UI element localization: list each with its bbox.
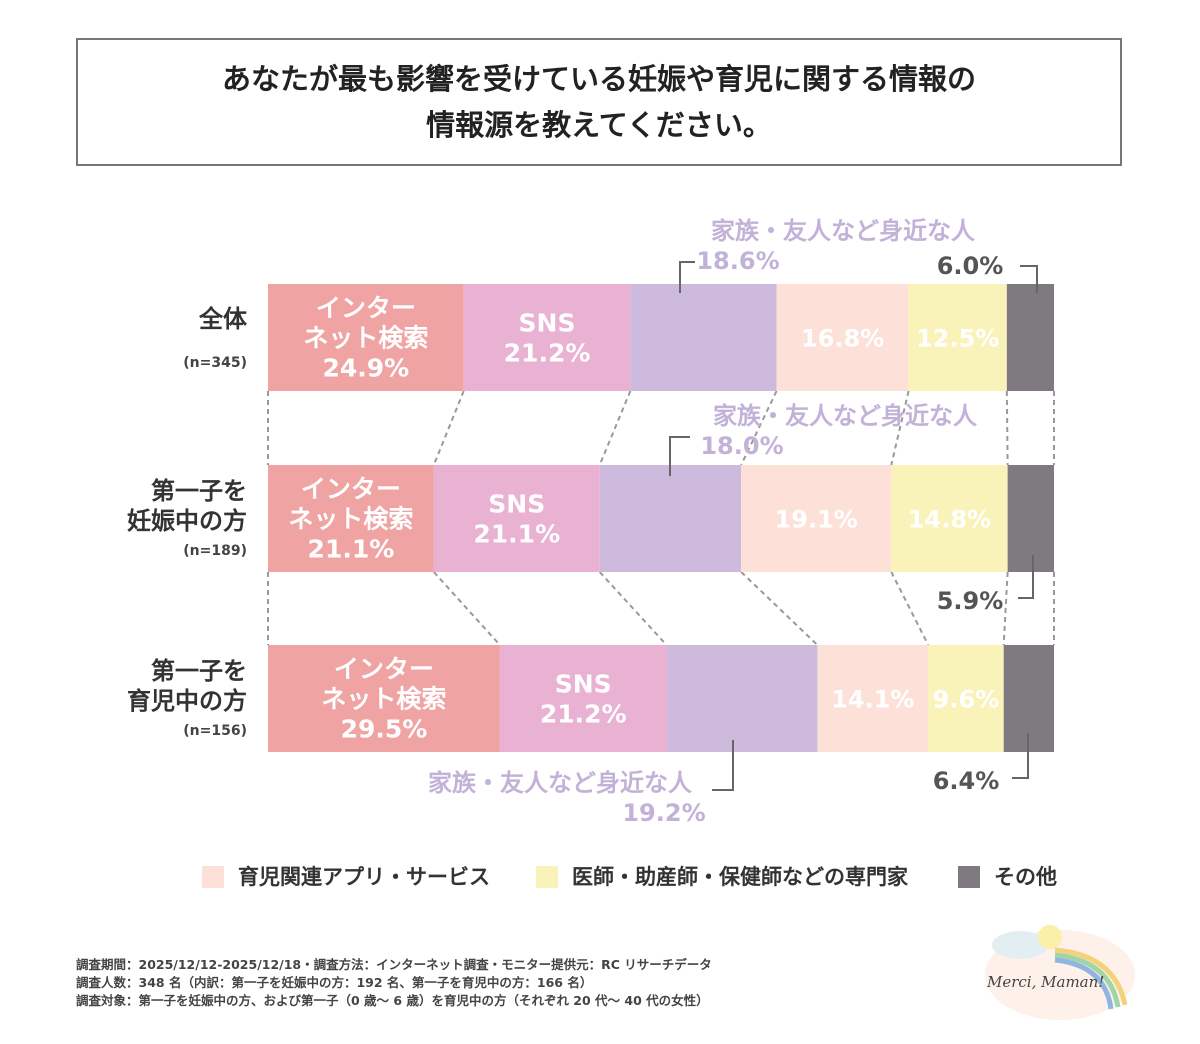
- bar-segment: [630, 284, 777, 391]
- title-line-2: 情報源を教えてください。: [426, 108, 772, 142]
- bar-segment: [268, 465, 434, 572]
- value-label: 16.8%: [801, 325, 884, 353]
- legend-label: 育児関連アプリ・サービス: [238, 865, 490, 889]
- segment-label: SNS: [519, 309, 576, 338]
- connector-line: [890, 390, 910, 466]
- legend-swatch: [202, 866, 224, 888]
- callout-line: [1020, 265, 1038, 293]
- survey-period: 調査期間：2025/12/12-2025/12/18・調査方法：インターネット調…: [76, 957, 712, 972]
- value-label: 14.1%: [831, 686, 914, 714]
- survey-target: 調査対象：第一子を妊娠中の方、および第一子（0 歳～ 6 歳）を育児中の方（それ…: [76, 993, 709, 1008]
- connector-line: [890, 571, 930, 646]
- connector-line: [433, 571, 501, 646]
- row-label: 第一子を: [151, 477, 247, 505]
- callout-line: [669, 436, 690, 476]
- value-label: 5.9%: [937, 587, 1004, 615]
- bar-segment: [499, 645, 667, 752]
- connector-line: [1002, 571, 1009, 646]
- bar-segment: [1006, 284, 1054, 391]
- connector-line: [598, 390, 632, 466]
- row-label: 妊娠中の方: [127, 507, 247, 535]
- value-label: 24.9%: [322, 354, 409, 383]
- connector-line: [432, 390, 465, 466]
- value-label: 18.6%: [696, 247, 779, 275]
- segment-label: SNS: [555, 670, 612, 699]
- row-label: 全体: [198, 305, 248, 333]
- bar-segment: [599, 465, 742, 572]
- row-n-label: (n=189): [183, 543, 247, 559]
- callout-line: [679, 261, 695, 293]
- value-label: 18.0%: [700, 432, 783, 460]
- value-label: 19.1%: [775, 506, 858, 534]
- connector-line: [740, 571, 819, 646]
- value-label: 21.1%: [308, 535, 395, 564]
- bar-segment: [463, 284, 631, 391]
- callout-line: [712, 740, 734, 791]
- legend-label: その他: [994, 865, 1057, 889]
- svg-text:Merci, Maman!: Merci, Maman!: [986, 973, 1104, 991]
- value-label: 29.5%: [341, 715, 428, 744]
- bar-segment: [433, 465, 600, 572]
- bar-segment: [776, 284, 909, 391]
- callout-category-label: 家族・友人など身近な人: [713, 402, 977, 430]
- bar-segment: [928, 645, 1004, 752]
- bar-segment: [817, 645, 929, 752]
- row-label: 育児中の方: [127, 687, 247, 715]
- segment-label: ネット検索: [288, 505, 413, 534]
- bar-segment: [891, 465, 1008, 572]
- callout-category-label: 家族・友人など身近な人: [711, 217, 975, 245]
- survey-count: 調査人数：348 名（内訳：第一子を妊娠中の方：192 名、第一子を育児中の方：…: [76, 975, 593, 990]
- value-label: 21.2%: [540, 700, 627, 729]
- segment-label: ネット検索: [321, 685, 446, 714]
- row-n-label: (n=345): [183, 355, 247, 371]
- value-label: 6.4%: [933, 767, 1000, 795]
- segment-label: インター: [316, 294, 416, 323]
- connector-line: [598, 571, 668, 646]
- legend-swatch: [958, 866, 980, 888]
- legend-label: 医師・助産師・保健師などの専門家: [572, 865, 909, 889]
- bar-segment: [666, 645, 818, 752]
- survey-notes: 調査期間：2025/12/12-2025/12/18・調査方法：インターネット調…: [76, 956, 712, 1010]
- title-line-1: あなたが最も影響を受けている妊娠や育児に関する情報の: [221, 62, 976, 96]
- connector-line: [740, 390, 778, 466]
- legend-swatch: [536, 866, 558, 888]
- value-label: 12.5%: [916, 325, 999, 353]
- segment-label: インター: [334, 655, 434, 684]
- bar-segment: [741, 465, 892, 572]
- value-label: 21.2%: [504, 339, 591, 368]
- bar-segment: [1007, 465, 1054, 572]
- bar-segment: [908, 284, 1007, 391]
- bar-segment: [268, 284, 464, 391]
- segment-label: ネット検索: [303, 324, 428, 353]
- callout-line: [1018, 555, 1034, 599]
- segment-label: インター: [301, 475, 401, 504]
- title-box: あなたが最も影響を受けている妊娠や育児に関する情報の 情報源を教えてください。: [76, 38, 1122, 166]
- callout-line: [1012, 733, 1029, 779]
- bar-segment: [268, 645, 500, 752]
- value-label: 14.8%: [908, 506, 991, 534]
- row-label: 第一子を: [151, 657, 247, 685]
- connector-line: [1005, 390, 1009, 466]
- callout-category-label: 家族・友人など身近な人: [428, 769, 692, 797]
- value-label: 21.1%: [473, 520, 560, 549]
- value-label: 9.6%: [933, 686, 1000, 714]
- segment-label: SNS: [488, 490, 545, 519]
- value-label: 6.0%: [937, 252, 1004, 280]
- value-label: 19.2%: [622, 799, 705, 827]
- merci-maman-logo: Merci, Maman!: [985, 925, 1135, 1020]
- row-n-label: (n=156): [183, 723, 247, 739]
